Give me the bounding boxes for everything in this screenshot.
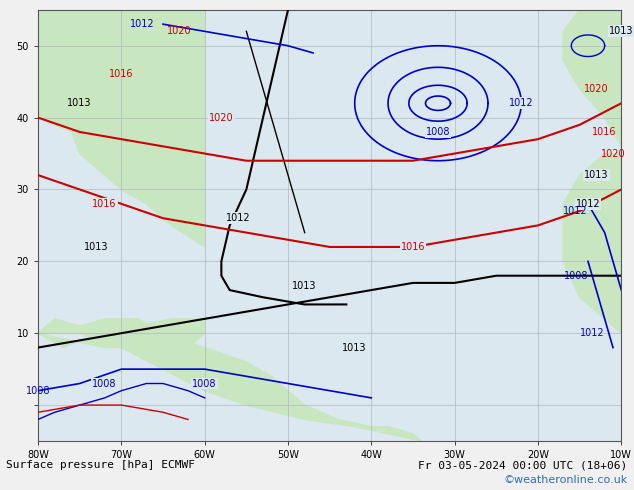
- Text: 1020: 1020: [209, 113, 234, 122]
- Text: 1008: 1008: [426, 127, 450, 137]
- Polygon shape: [563, 153, 621, 333]
- Text: 1012: 1012: [564, 206, 588, 216]
- Text: ©weatheronline.co.uk: ©weatheronline.co.uk: [503, 475, 628, 485]
- Text: 1012: 1012: [130, 19, 155, 29]
- Text: 1013: 1013: [84, 242, 108, 252]
- Text: 1020: 1020: [600, 148, 625, 159]
- Text: 1013: 1013: [67, 98, 92, 108]
- Text: 1012: 1012: [576, 199, 600, 209]
- Text: Fr 03-05-2024 00:00 UTC (18+06): Fr 03-05-2024 00:00 UTC (18+06): [418, 461, 628, 470]
- Text: 1012: 1012: [509, 98, 534, 108]
- Text: 1020: 1020: [584, 84, 609, 94]
- Text: 1008: 1008: [564, 270, 588, 281]
- Text: 1013: 1013: [292, 281, 317, 292]
- Text: 1016: 1016: [592, 127, 617, 137]
- Polygon shape: [621, 89, 634, 147]
- Text: 1008: 1008: [193, 378, 217, 389]
- Text: 1016: 1016: [109, 70, 134, 79]
- Text: 1013: 1013: [609, 26, 633, 36]
- Polygon shape: [38, 319, 422, 441]
- Text: 1008: 1008: [26, 386, 50, 396]
- Polygon shape: [38, 10, 205, 247]
- Text: 1016: 1016: [401, 242, 425, 252]
- Text: 1012: 1012: [580, 328, 605, 338]
- Polygon shape: [38, 247, 205, 347]
- Polygon shape: [563, 10, 621, 147]
- Text: 1020: 1020: [167, 26, 192, 36]
- Text: Surface pressure [hPa] ECMWF: Surface pressure [hPa] ECMWF: [6, 461, 195, 470]
- Text: 1012: 1012: [226, 213, 250, 223]
- Text: 1013: 1013: [584, 170, 609, 180]
- Text: 1008: 1008: [93, 378, 117, 389]
- Text: 1016: 1016: [93, 199, 117, 209]
- Text: 1013: 1013: [342, 343, 367, 353]
